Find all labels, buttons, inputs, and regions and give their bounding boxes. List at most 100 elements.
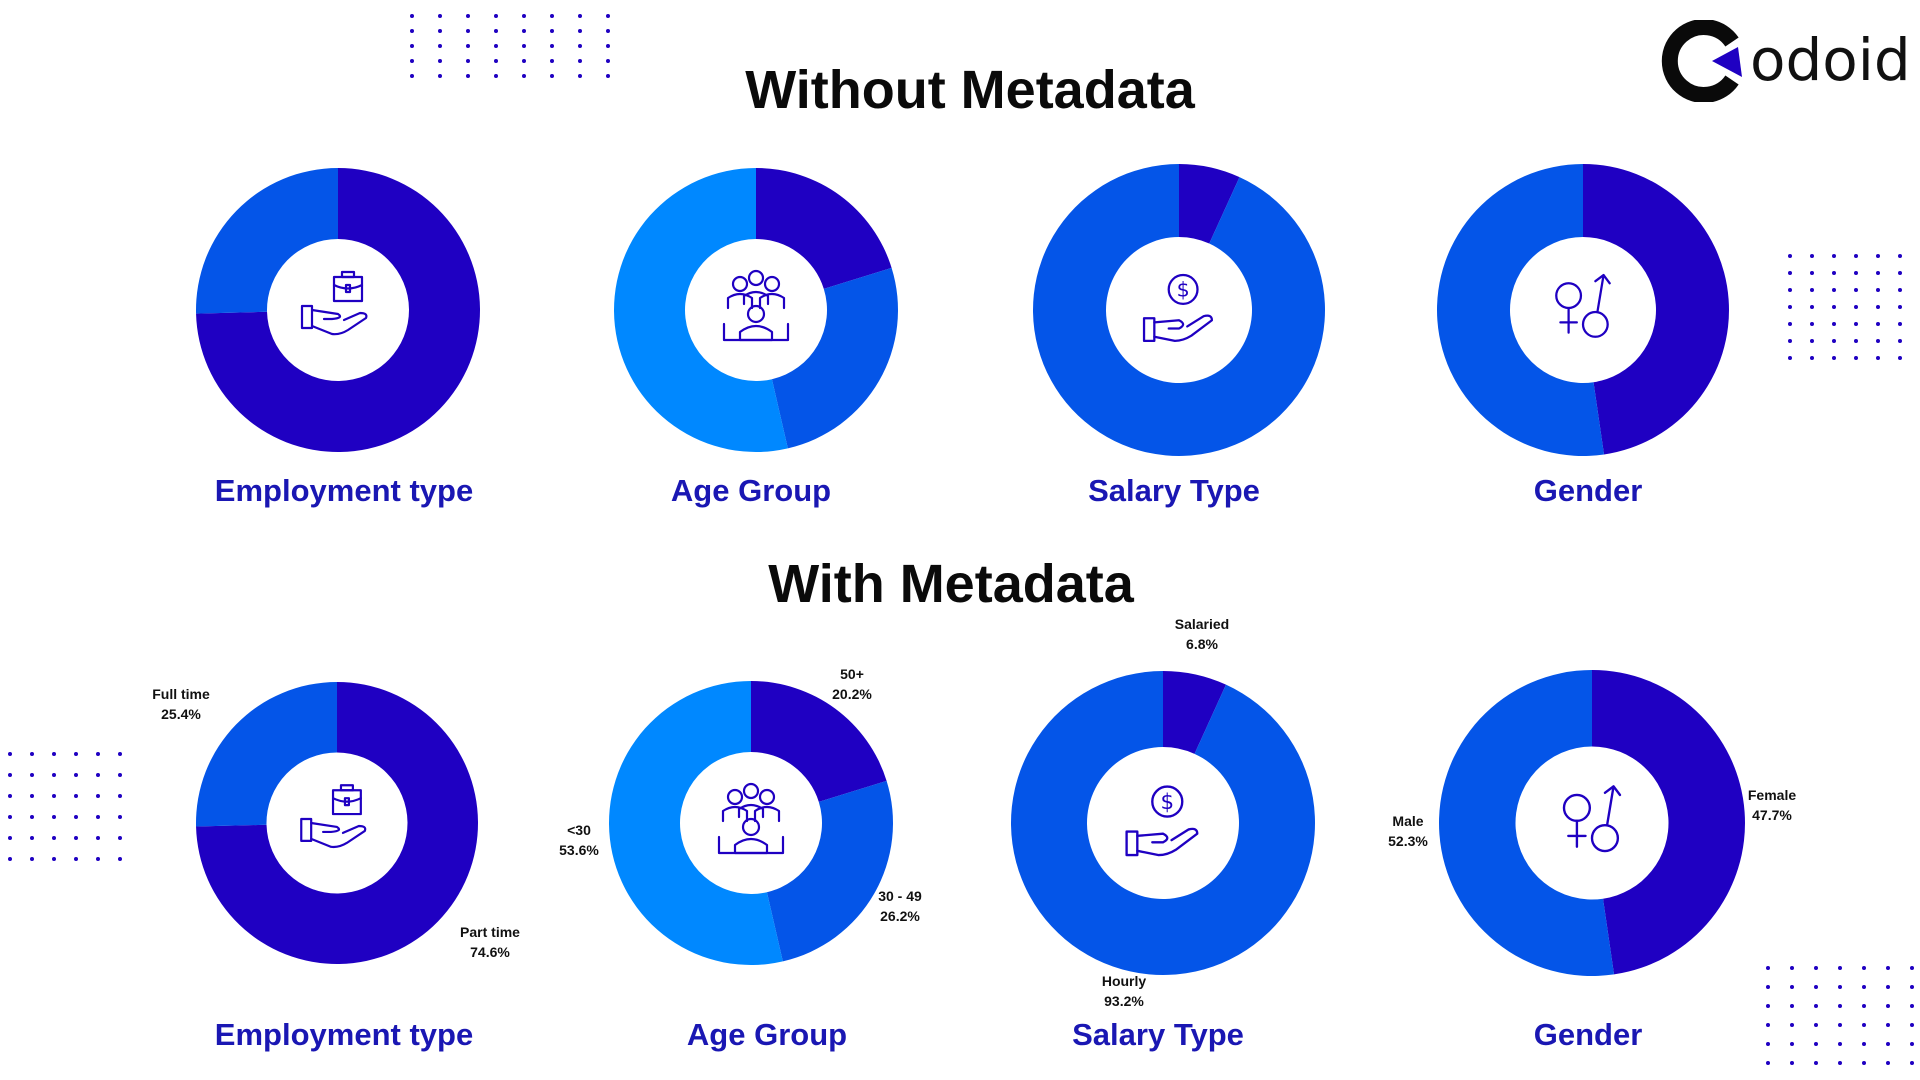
dot	[1810, 288, 1814, 292]
dot	[522, 74, 526, 78]
dot	[1854, 305, 1858, 309]
dot	[1832, 322, 1836, 326]
dot	[1832, 305, 1836, 309]
dot	[494, 74, 498, 78]
dot	[1790, 1042, 1794, 1046]
dot	[1910, 966, 1914, 970]
dot	[1766, 985, 1770, 989]
donut-slice-30-49	[766, 780, 893, 962]
dot	[52, 815, 56, 819]
dot	[1876, 339, 1880, 343]
dot	[1838, 1061, 1842, 1065]
dot	[550, 59, 554, 63]
dot	[1886, 1004, 1890, 1008]
dot	[1788, 254, 1792, 258]
data-label-male: Male 52.3%	[1388, 813, 1428, 849]
dot	[8, 794, 12, 798]
donut-slice-part-time	[196, 168, 481, 452]
dot	[118, 773, 122, 777]
dot	[1876, 254, 1880, 258]
donut-slice-50-	[751, 681, 887, 802]
dot	[1838, 1023, 1842, 1027]
dot	[578, 59, 582, 63]
data-label-part-time: Part time 74.6%	[460, 924, 520, 960]
dot	[438, 44, 442, 48]
dot	[74, 794, 78, 798]
dot	[1862, 1023, 1866, 1027]
dot	[494, 44, 498, 48]
dot	[8, 752, 12, 756]
dot	[1898, 271, 1902, 275]
people-group-icon	[717, 782, 785, 855]
logo-text: odoid	[1750, 26, 1911, 94]
dot	[1814, 966, 1818, 970]
decorative-dot-grid	[410, 14, 610, 78]
dot	[1810, 271, 1814, 275]
donut-slice-female	[1592, 670, 1746, 975]
dot	[438, 74, 442, 78]
dot	[1810, 322, 1814, 326]
dot	[1838, 966, 1842, 970]
dot	[578, 44, 582, 48]
dot	[1854, 288, 1858, 292]
dot	[1876, 356, 1880, 360]
dot	[8, 773, 12, 777]
chart-title: Age Group	[670, 473, 832, 508]
donut-slice-female	[1583, 164, 1729, 455]
dollar-sign: $	[1177, 278, 1190, 302]
dot	[410, 74, 414, 78]
dot	[1766, 966, 1770, 970]
dot	[118, 815, 122, 819]
section-title-with-metadata: With Metadata	[768, 554, 1134, 614]
dot	[410, 44, 414, 48]
dot	[96, 836, 100, 840]
briefcase-hand-icon	[300, 270, 368, 336]
dot	[52, 857, 56, 861]
dot	[578, 29, 582, 33]
dot	[522, 29, 526, 33]
dot	[466, 44, 470, 48]
donut-slice-50-	[756, 168, 892, 289]
dot	[494, 29, 498, 33]
dot	[1862, 966, 1866, 970]
dot	[52, 773, 56, 777]
dot	[1832, 356, 1836, 360]
chart-title: Age Group	[686, 1017, 848, 1052]
donut-chart	[1436, 164, 1729, 457]
dot	[438, 59, 442, 63]
donut-slice-male	[1436, 164, 1605, 457]
logo-c-icon	[1661, 19, 1742, 103]
dot	[1766, 1004, 1770, 1008]
dot	[30, 752, 34, 756]
donut-slice-salaried	[1179, 164, 1240, 244]
donut-slice-part-time	[196, 682, 478, 965]
donut-slice--30	[614, 168, 788, 452]
dot	[1886, 1023, 1890, 1027]
dot	[1898, 356, 1902, 360]
donut-chart: $	[1033, 164, 1325, 457]
decorative-dot-grid	[8, 752, 122, 861]
donut-chart: $	[1011, 671, 1315, 975]
codoid-logo: odoid	[1660, 19, 1911, 103]
dot	[410, 59, 414, 63]
dot	[1838, 985, 1842, 989]
dot	[74, 836, 78, 840]
dot	[606, 14, 610, 18]
dot	[1814, 1023, 1818, 1027]
dot	[96, 857, 100, 861]
data-label-under-30: <30 53.6%	[559, 822, 599, 858]
dot	[438, 29, 442, 33]
dot	[74, 815, 78, 819]
data-label-50-plus: 50+ 20.2%	[832, 666, 872, 702]
dot	[1814, 1004, 1818, 1008]
dot	[1898, 322, 1902, 326]
dot	[1832, 339, 1836, 343]
dot	[1810, 254, 1814, 258]
dot	[1788, 271, 1792, 275]
donut-slice-male	[1439, 670, 1615, 976]
dot	[466, 29, 470, 33]
dot	[1898, 254, 1902, 258]
chart-title: Employment type	[214, 473, 474, 508]
dot	[1854, 271, 1858, 275]
dot	[410, 29, 414, 33]
